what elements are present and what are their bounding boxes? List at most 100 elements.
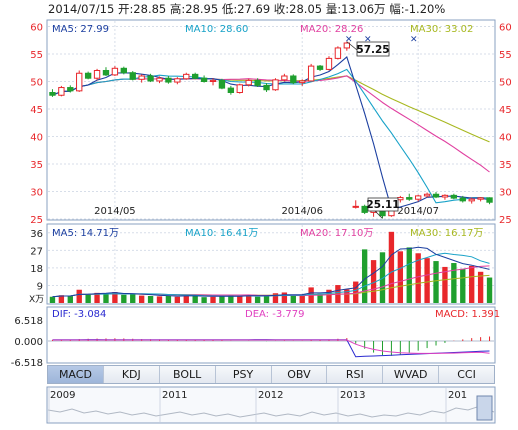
volume-bar [317,293,323,303]
volume-bar [147,295,154,303]
price-x-tick: 2014/05 [94,206,136,217]
tab-macd[interactable]: MACD [48,366,104,383]
volume-bar [58,295,65,303]
price-y-tick-right: 25 [499,215,512,226]
volume-bar [353,281,359,303]
candle [200,75,208,83]
candle-body [477,197,484,200]
candle [272,78,279,91]
overview-year-label: 2011 [162,390,187,401]
volume-bar [397,251,404,303]
volume-bar [228,295,234,303]
candle-body [218,79,226,89]
candle-body [281,75,288,81]
overview-year-label: 2009 [50,390,75,401]
candle [174,77,181,85]
candle [129,71,136,81]
volume-bar [388,231,395,303]
candle-body [120,67,127,74]
candle [93,68,101,81]
candle-body [102,70,110,76]
candle-body [352,205,359,208]
candle-body [138,75,145,80]
volume-bar [156,296,163,303]
overview-panel[interactable] [46,386,496,424]
volume-ma-lines [52,246,490,298]
volume-bar [344,289,350,303]
candle-body [84,72,92,79]
candle [254,78,261,87]
volume-bar [370,260,377,303]
price-y-tick-right: 35 [499,160,512,171]
price-panel [46,19,496,221]
tab-boll[interactable]: BOLL [160,366,216,383]
volume-bar [130,294,136,303]
candle [432,192,440,199]
candle-body [245,79,252,86]
volume-bar [379,252,386,303]
price-y-tick-right: 60 [499,23,512,34]
candle [459,195,466,203]
candle-body [415,195,422,200]
overview-year-label: 2012 [258,390,283,401]
tab-rsi[interactable]: RSI [327,366,384,383]
volume-bar [112,292,118,303]
dea-label: DEA: -3.779 [245,309,304,320]
price-y-tick: 45 [30,105,43,116]
volume-bar [76,289,82,303]
candle [156,76,163,84]
volume-bar [138,295,145,303]
macd-y-tick: 6.518 [14,316,43,327]
candle [111,66,119,76]
candle-body [156,77,163,82]
volume-bar [486,277,493,303]
candle-body [227,87,235,93]
candle-body [111,67,119,76]
volume-bar [290,295,296,303]
candle [147,73,154,83]
volume-bar [192,295,198,303]
price-legend: MA5: 27.99 MA10: 28.60 MA20: 28.26 MA30: 33… [52,24,473,45]
volume-bar [165,295,172,303]
macd-y-axis: 6.518 0.000 -6.518 [11,316,43,369]
candle-body [254,79,261,86]
price-y-tick: 35 [30,160,43,171]
overview-years: 2009 2011 2012 2013 201 [48,388,467,422]
candle-body [200,77,208,82]
volume-bar [361,249,368,303]
high-label: 57.25 [356,44,389,56]
tab-obv[interactable]: OBV [272,366,328,383]
candle [102,67,110,76]
volume-bar [103,293,109,303]
volume-bar [237,295,243,303]
volume-y-tick: 9 [37,281,43,292]
tab-cci[interactable]: CCI [457,368,476,381]
candle [343,41,350,51]
candle-body [432,193,440,198]
overview-selection[interactable] [476,395,493,421]
price-legend-item: MA30: 33.02 [410,24,473,35]
volume-legend-item: MA5: 14.71万 [52,228,119,239]
tab-kdj[interactable]: KDJ [104,366,160,383]
candle-body [299,80,306,84]
candle-body [361,205,368,213]
volume-bar [85,294,91,303]
candle-body [307,65,315,82]
tab-psy[interactable]: PSY [216,366,272,383]
tab-wvad[interactable]: WVAD [383,366,440,383]
price-y-tick: 55 [30,50,43,61]
price-y-tick-right: 40 [499,133,512,144]
volume-legend-item: MA30: 16.17万 [410,228,483,239]
candle [218,78,226,90]
volume-bar [469,265,475,303]
volume-bar [299,295,305,303]
volume-y-tick: 36 [30,229,43,240]
volume-legend-item: MA10: 16.41万 [185,228,258,239]
price-y-axis: 60 60 55 55 50 50 45 45 40 40 35 35 30 30 25 25 [30,23,511,227]
volume-bar [460,268,466,303]
candle-body [450,194,458,199]
candle-body [93,70,101,79]
volume-y-axis: 36 27 18 9 [30,229,43,293]
price-y-tick-right: 30 [499,188,512,199]
volume-bar [424,258,430,303]
